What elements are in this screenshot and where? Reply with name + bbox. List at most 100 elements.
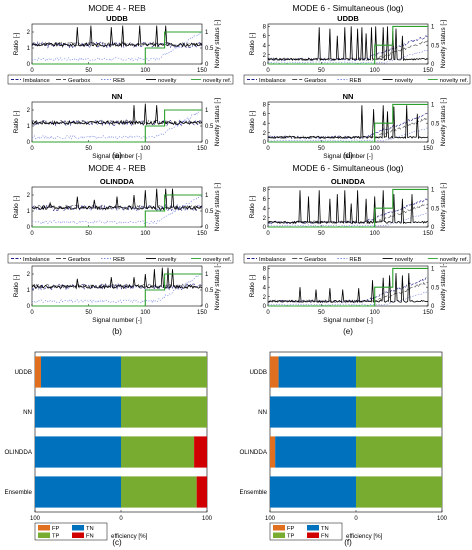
y-tick-label: 0 xyxy=(27,62,31,68)
bar-fp xyxy=(270,356,279,388)
series-novelty-line xyxy=(31,103,203,126)
legend-label: Gearbox xyxy=(68,257,90,263)
legend-swatch-fp xyxy=(38,525,50,531)
line-panel-d2: NN 0 2 4 6 8 0 0.5 1 0 50 100 150 Ratio [-] Novelty st… xyxy=(249,92,447,160)
series-imbalance-line xyxy=(31,282,203,291)
x-tick-label: 0 xyxy=(354,516,358,522)
series-novelty-ref-line xyxy=(268,267,428,307)
line-legends: Imbalance Gearbox REB novelty novelty ref. Im… xyxy=(7,74,471,264)
legend-swatch-fp xyxy=(273,525,285,531)
y2-tick-label: 0.5 xyxy=(431,43,440,49)
y2-tick-label: 0.5 xyxy=(431,206,440,212)
bar-tp xyxy=(121,356,207,388)
x-tick-label: 100 xyxy=(370,231,381,237)
y-tick-label: 0 xyxy=(263,225,267,231)
x-tick-label: 100 xyxy=(140,231,151,237)
panel-title: NN xyxy=(343,92,354,101)
x-tick-label: 100 xyxy=(437,516,448,522)
y-tick-label: 8 xyxy=(263,267,267,273)
y-axis-label: Ratio [-] xyxy=(13,195,20,218)
series-novelty-ref-line xyxy=(32,194,202,228)
legend-swatch-fn xyxy=(307,532,319,538)
panel-title: NN xyxy=(112,92,123,101)
series-novelty-ref-line xyxy=(268,25,428,65)
bar-tp xyxy=(121,476,197,508)
series-novelty-line xyxy=(31,267,203,290)
y2-axis-label: Novelty status [-] xyxy=(440,262,447,311)
y-tick-label: 4 xyxy=(263,285,267,291)
x-axis-label: efficiency [%] xyxy=(111,533,148,540)
category-label: UDDB xyxy=(249,369,267,376)
x-axis-label: Signal number [-] xyxy=(92,153,142,160)
category-label: UDDB xyxy=(14,369,32,376)
series-gearbox-line xyxy=(31,41,203,47)
series-novelty-line xyxy=(267,26,429,62)
series-novelty-ref-line xyxy=(268,103,428,143)
legend-frame xyxy=(243,74,471,85)
x-axis-label: efficiency [%] xyxy=(346,533,383,540)
x-tick-label: 50 xyxy=(318,310,325,316)
category-label: OLINDDA xyxy=(4,449,32,456)
series-reb-line xyxy=(267,127,429,142)
series-novelty-line xyxy=(267,190,429,225)
legend-label: novelty ref. xyxy=(440,78,469,84)
y-tick-label: 4 xyxy=(263,206,267,212)
y-tick-label: 1 xyxy=(27,124,31,130)
series-imbalance-line xyxy=(267,198,429,225)
x-tick-label: 150 xyxy=(197,310,208,316)
legend-swatch-tn xyxy=(307,525,319,531)
x-tick-label: 150 xyxy=(423,231,434,237)
bar-tp xyxy=(356,436,442,468)
panel-letter-e: (e) xyxy=(343,327,353,336)
legend-label: REB xyxy=(349,78,361,84)
y-axis-label: Ratio [-] xyxy=(249,110,256,133)
y2-tick-label: 0 xyxy=(431,140,435,146)
line-panel-a: UDDB 0 1 2 0 0.5 1 0 50 100 150 Ratio [-] Novelty st… xyxy=(13,14,221,74)
y2-tick-label: 1 xyxy=(205,30,209,36)
bar-tp xyxy=(121,396,207,428)
legend-a: Imbalance Gearbox REB novelty novelty ref. xyxy=(7,74,234,85)
legend-e: Imbalance Gearbox REB novelty novelty ref. xyxy=(243,253,471,264)
y-tick-label: 2 xyxy=(27,108,31,114)
legend-label: novelty xyxy=(395,257,413,263)
y2-tick-label: 1 xyxy=(431,188,435,194)
x-tick-label: 50 xyxy=(85,146,92,152)
y-tick-label: 4 xyxy=(263,121,267,127)
panel-letter-d: (d) xyxy=(343,151,353,160)
y2-tick-label: 0 xyxy=(431,304,435,310)
y2-tick-label: 0 xyxy=(205,304,209,310)
bar-fp xyxy=(35,356,42,388)
legend-label: Imbalance xyxy=(23,257,50,263)
legend-label: novelty xyxy=(395,78,413,84)
y2-tick-label: 1 xyxy=(205,108,209,114)
legend-label: novelty ref. xyxy=(440,257,469,263)
x-axis-label: Signal number [-] xyxy=(323,153,373,160)
panel-letter-a: (a) xyxy=(112,151,122,160)
x-axis-label: Signal number [-] xyxy=(92,317,142,324)
legend-frame xyxy=(34,522,108,541)
x-tick-label: 0 xyxy=(30,231,34,237)
series-novelty-line xyxy=(31,188,203,211)
legend-frame xyxy=(269,522,343,541)
y-tick-label: 8 xyxy=(263,25,267,31)
x-tick-label: 100 xyxy=(265,516,276,522)
bar-panels: UDDB NN OLINDDA Ensemble 100 0 100 FP TN TP FN effi… xyxy=(4,351,448,541)
x-tick-label: 150 xyxy=(197,231,208,237)
y-tick-label: 8 xyxy=(263,103,267,109)
bar-tp xyxy=(356,396,442,428)
y-tick-label: 0 xyxy=(263,62,267,68)
y2-tick-label: 0 xyxy=(205,225,209,231)
legend-label: Imbalance xyxy=(259,78,286,84)
line-panel-a2: NN 0 1 2 0 0.5 1 0 50 100 150 Ratio [-] Novelty stat… xyxy=(13,92,221,160)
x-tick-label: 50 xyxy=(85,231,92,237)
y-tick-label: 0 xyxy=(27,140,31,146)
y-tick-label: 0 xyxy=(263,304,267,310)
y-axis-label: Ratio [-] xyxy=(13,274,20,297)
legend-frame xyxy=(243,253,471,264)
series-reb-line xyxy=(31,31,203,62)
mode-title-left-lower: MODE 4 - REB xyxy=(88,163,146,173)
series-gearbox-line xyxy=(31,119,203,125)
x-tick-label: 100 xyxy=(30,516,41,522)
